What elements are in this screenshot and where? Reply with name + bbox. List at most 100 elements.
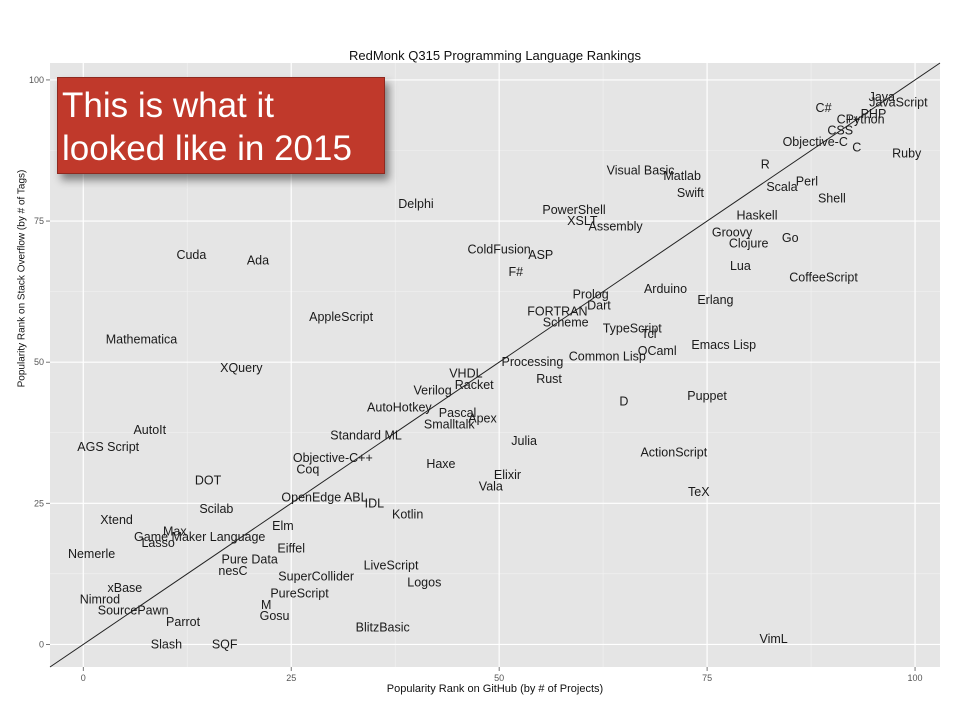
overlay-banner: This is what it looked like in 2015 — [57, 77, 385, 174]
point-label: BlitzBasic — [356, 620, 410, 634]
point-label: Lasso — [141, 536, 174, 550]
overlay-banner-line-2: looked like in 2015 — [62, 129, 352, 168]
point-label: Python — [846, 112, 885, 126]
point-label: LiveScript — [364, 558, 419, 572]
point-label: VHDL — [449, 366, 482, 380]
point-label: AGS Script — [77, 440, 139, 454]
point-label: Haxe — [426, 457, 455, 471]
point-label: ActionScript — [640, 445, 707, 459]
point-label: Ruby — [892, 146, 922, 160]
point-label: Go — [782, 231, 799, 245]
point-label: XSLT — [567, 214, 598, 228]
point-label: Erlang — [697, 293, 733, 307]
x-tick-label: 50 — [494, 673, 504, 683]
point-label: Nemerle — [68, 547, 115, 561]
y-tick-label: 0 — [39, 639, 44, 649]
point-label: Tcl — [641, 327, 656, 341]
point-label: SQF — [212, 637, 238, 651]
point-label: Julia — [511, 434, 537, 448]
point-label: PureScript — [270, 587, 329, 601]
point-label: Verilog — [413, 383, 451, 397]
point-label: Max — [163, 525, 187, 539]
point-label: C++ — [837, 112, 861, 126]
point-label: Groovy — [712, 225, 753, 239]
point-label: Slash — [151, 637, 182, 651]
point-label: OCaml — [638, 344, 677, 358]
point-label: Delphi — [398, 197, 433, 211]
point-label: Pascal — [439, 406, 477, 420]
point-label: OpenEdge ABL — [281, 491, 367, 505]
point-label: Apex — [468, 412, 497, 426]
point-label: xBase — [107, 581, 142, 595]
point-label: Mathematica — [106, 333, 178, 347]
point-label: M — [261, 598, 271, 612]
point-label: Scala — [766, 180, 797, 194]
point-label: PowerShell — [542, 203, 605, 217]
point-label: Common Lisp — [569, 350, 646, 364]
point-label: PHP — [861, 107, 887, 121]
point-label: Haskell — [737, 208, 778, 222]
trend-line — [49, 62, 941, 668]
point-label: Game Maker Language — [134, 530, 265, 544]
point-label: AutoIt — [133, 423, 166, 437]
point-label: Pure Data — [221, 553, 277, 567]
point-label: Nimrod — [80, 592, 120, 606]
point-label: R — [761, 158, 770, 172]
point-label: Xtend — [100, 513, 133, 527]
point-label: AppleScript — [309, 310, 373, 324]
point-label: Gosu — [260, 609, 290, 623]
point-label: Standard ML — [330, 429, 402, 443]
point-label: Visual Basic — [607, 163, 675, 177]
point-label: Objective-C — [783, 135, 848, 149]
point-label: Lua — [730, 259, 751, 273]
y-axis-label: Popularity Rank on Stack Overflow (by # … — [16, 169, 28, 388]
point-label: Coq — [296, 462, 319, 476]
point-label: Emacs Lisp — [691, 338, 756, 352]
point-label: Ada — [247, 254, 269, 268]
point-label: Dart — [587, 299, 611, 313]
point-label: Parrot — [166, 615, 201, 629]
point-label: Logos — [407, 575, 441, 589]
point-label: Scilab — [199, 502, 233, 516]
x-tick-label: 25 — [286, 673, 296, 683]
point-label: Assembly — [589, 220, 644, 234]
point-label: DOT — [195, 474, 222, 488]
point-label: TeX — [688, 485, 710, 499]
point-label: Processing — [502, 355, 564, 369]
point-label: Objective-C++ — [293, 451, 373, 465]
point-label: Puppet — [687, 389, 727, 403]
point-label: Scheme — [543, 316, 589, 330]
point-label: Elixir — [494, 468, 521, 482]
point-label: Rust — [536, 372, 562, 386]
point-label: Perl — [796, 175, 818, 189]
point-label: Vala — [479, 479, 503, 493]
point-label: Smalltalk — [424, 417, 475, 431]
point-label: Shell — [818, 191, 846, 205]
point-label: Swift — [677, 186, 705, 200]
point-label: Matlab — [663, 169, 701, 183]
point-label: Java — [869, 90, 895, 104]
point-label: FORTRAN — [527, 304, 587, 318]
point-label: CoffeeScript — [789, 271, 858, 285]
point-label: SuperCollider — [278, 570, 354, 584]
point-label: Kotlin — [392, 508, 423, 522]
point-label: ASP — [528, 248, 553, 262]
point-label: TypeScript — [603, 321, 663, 335]
point-label: F# — [508, 265, 523, 279]
point-label: C# — [816, 101, 832, 115]
y-tick-label: 100 — [29, 75, 44, 85]
point-label: C — [852, 141, 861, 155]
point-label: AutoHotkey — [367, 400, 432, 414]
point-label: CSS — [827, 124, 853, 138]
point-label: Arduino — [644, 282, 687, 296]
point-label: XQuery — [220, 361, 263, 375]
point-label: Clojure — [729, 237, 769, 251]
point-label: Cuda — [176, 248, 206, 262]
chart-title: RedMonk Q315 Programming Language Rankin… — [349, 48, 641, 63]
x-tick-label: 0 — [81, 673, 86, 683]
x-axis-label: Popularity Rank on GitHub (by # of Proje… — [386, 683, 604, 695]
point-label: JavaScript — [869, 96, 928, 110]
y-tick-label: 25 — [34, 498, 44, 508]
point-label: Elm — [272, 519, 294, 533]
